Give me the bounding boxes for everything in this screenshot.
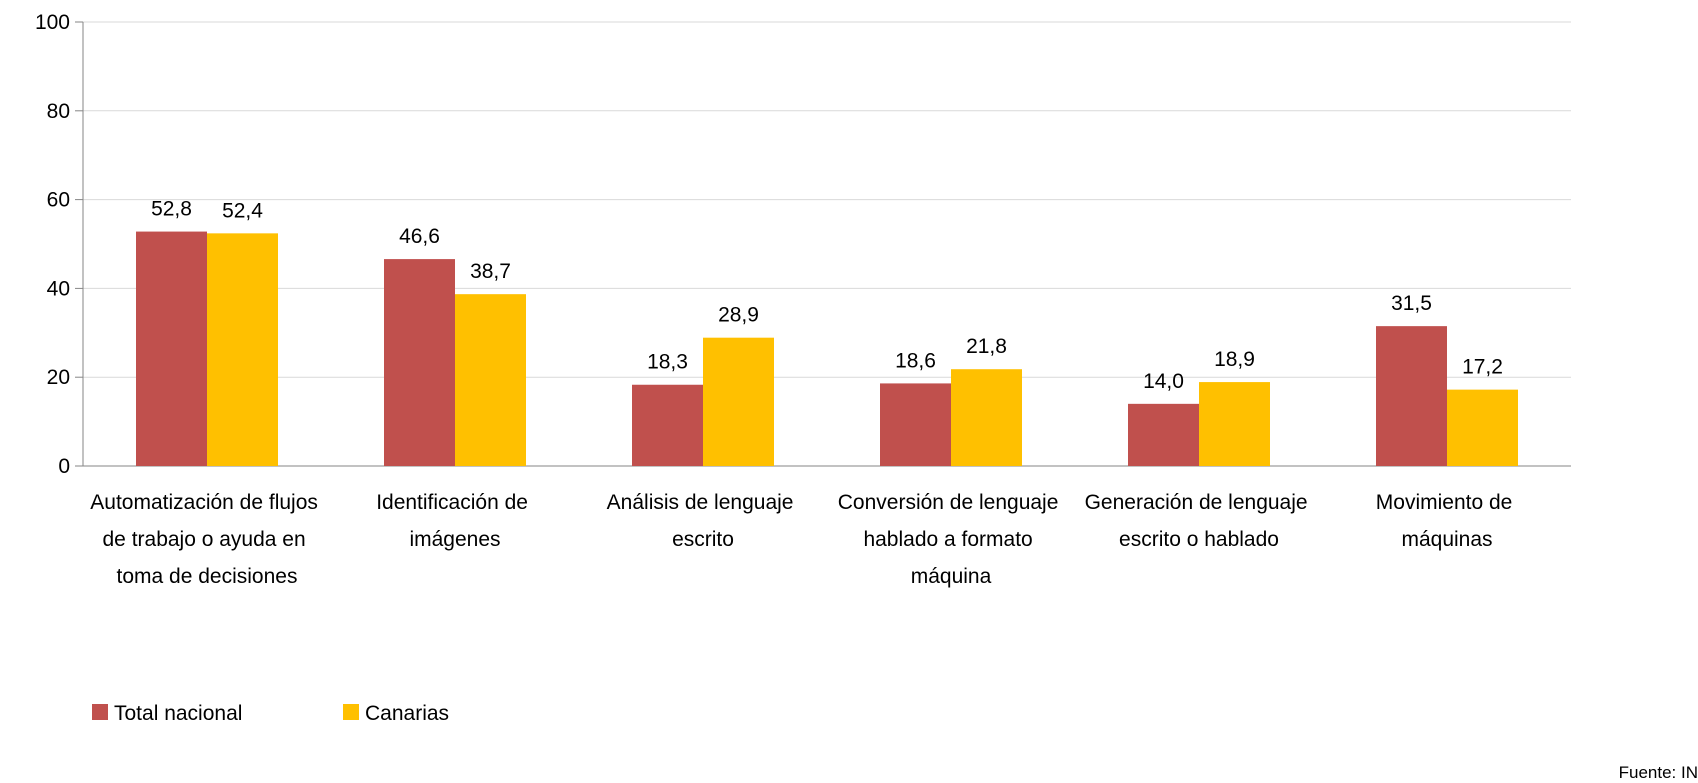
x-tick-label: Generación de lenguaje escrito o hablado (1085, 491, 1314, 551)
value-label: 18,6 (895, 349, 936, 372)
legend-label: Canarias (365, 702, 449, 725)
x-tick-label: Automatización de flujos de trabajo o ay… (90, 491, 323, 588)
bar (951, 369, 1022, 466)
bar (703, 337, 774, 466)
value-label: 52,4 (222, 199, 263, 222)
legend-swatch (92, 704, 108, 720)
value-label: 31,5 (1391, 292, 1432, 315)
bar (1447, 389, 1518, 466)
y-tick-label: 20 (47, 366, 70, 389)
y-tick-label: 100 (35, 11, 70, 34)
legend-swatch (343, 704, 359, 720)
source-note: Fuente: IN (1619, 763, 1698, 782)
value-label: 21,8 (966, 335, 1007, 358)
x-tick-label: Conversión de lenguaje hablado a formato… (838, 491, 1065, 588)
value-label: 52,8 (151, 198, 192, 221)
bar (136, 231, 207, 466)
bar (880, 383, 951, 466)
bar (1199, 382, 1270, 466)
bar (384, 259, 455, 466)
y-tick-label: 60 (47, 189, 70, 212)
bar (455, 294, 526, 466)
value-label: 46,6 (399, 225, 440, 248)
x-tick-label: Análisis de lenguaje escrito (607, 491, 800, 551)
value-label: 18,9 (1214, 348, 1255, 371)
bar (1128, 403, 1199, 466)
value-label: 17,2 (1462, 356, 1503, 379)
legend-label: Total nacional (114, 702, 242, 725)
y-tick-label: 40 (47, 277, 70, 300)
y-tick-label: 80 (47, 100, 70, 123)
bar (632, 384, 703, 466)
value-label: 14,0 (1143, 370, 1184, 393)
value-label: 28,9 (718, 304, 759, 327)
y-tick-label: 0 (58, 455, 70, 478)
bar (1376, 326, 1447, 466)
value-label: 38,7 (470, 260, 511, 283)
bar (207, 233, 278, 466)
x-tick-label: Movimiento de máquinas (1376, 491, 1518, 551)
x-tick-label: Identificación de imágenes (376, 491, 534, 551)
value-label: 18,3 (647, 351, 688, 374)
